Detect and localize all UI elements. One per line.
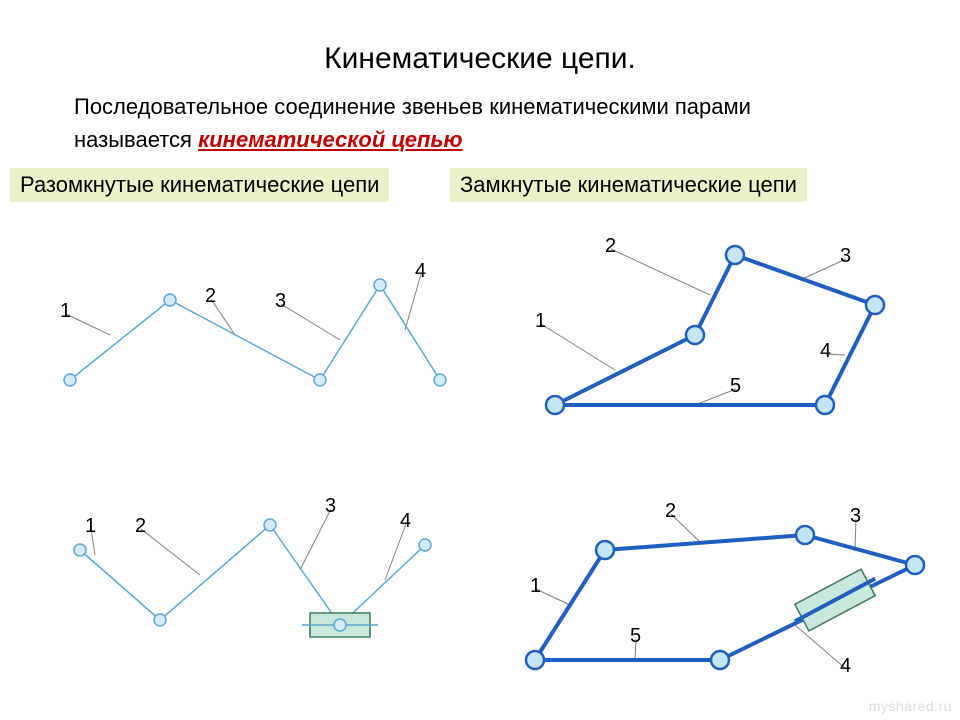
subheader-closed: Замкнутые кинематические цепи: [450, 168, 807, 202]
intro-keyword: кинематической цепью: [198, 127, 462, 152]
link-label: 3: [840, 245, 851, 268]
diagram-closed-bottom: [495, 470, 935, 690]
link-label: 5: [630, 625, 641, 648]
link-label: 3: [325, 495, 336, 518]
link-label: 2: [135, 515, 146, 538]
subheader-open: Разомкнутые кинематические цепи: [10, 168, 389, 202]
link-label: 1: [535, 310, 546, 333]
diagram-open-bottom: [40, 470, 460, 670]
link-label: 1: [530, 575, 541, 598]
diagram-open-top: [40, 230, 460, 420]
page-title: Кинематические цепи.: [0, 42, 960, 76]
intro-line2-prefix: называется: [74, 127, 198, 152]
link-label: 5: [730, 375, 741, 398]
link-label: 4: [840, 655, 851, 678]
intro-text: Последовательное соединение звеньев кине…: [74, 90, 751, 156]
link-label: 4: [400, 510, 411, 533]
link-label: 1: [60, 300, 71, 323]
intro-line1: Последовательное соединение звеньев кине…: [74, 94, 751, 119]
link-label: 4: [820, 340, 831, 363]
link-label: 2: [665, 500, 676, 523]
link-label: 3: [275, 290, 286, 313]
watermark: myshared.ru: [869, 698, 952, 714]
diagram-closed-top: [495, 215, 915, 435]
link-label: 2: [605, 235, 616, 258]
link-label: 1: [85, 515, 96, 538]
link-label: 2: [205, 285, 216, 308]
link-label: 4: [415, 260, 426, 283]
link-label: 3: [850, 505, 861, 528]
